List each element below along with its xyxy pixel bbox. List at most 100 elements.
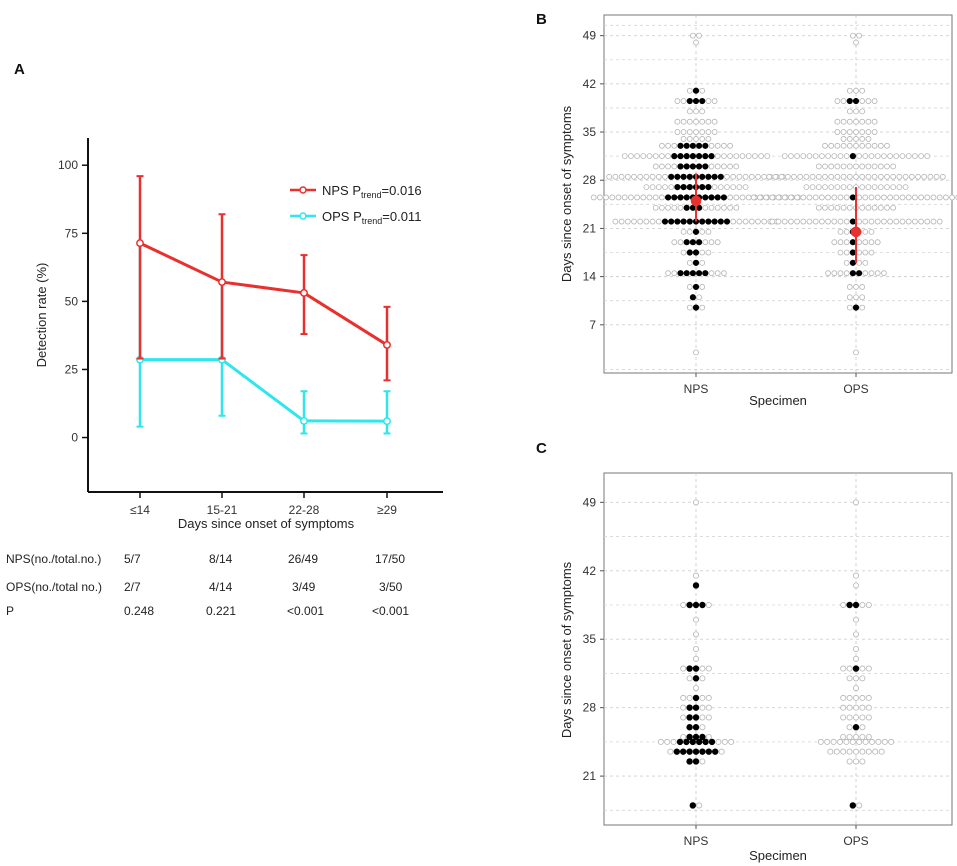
nps-dot-negative: [686, 108, 693, 115]
nps-dot-negative: [637, 173, 644, 180]
ops-dot-negative: [884, 142, 890, 149]
nps-dot-negative: [761, 218, 768, 225]
ops-dot-negative: [856, 738, 863, 745]
ops-dot-negative: [834, 98, 841, 104]
ops-dot-negative: [800, 194, 807, 201]
nps-dot-positive: [695, 153, 703, 160]
ops-dot-negative: [859, 163, 866, 170]
ops-dot-negative: [853, 136, 859, 142]
nps-dot-negative: [727, 153, 733, 160]
ops-dot-negative: [859, 108, 866, 115]
nps-dot-positive: [695, 270, 703, 277]
nps-dot-negative: [733, 153, 740, 160]
ops-dot-negative: [831, 218, 838, 225]
nps-dot-negative: [699, 108, 706, 115]
nps-dot-positive: [686, 184, 693, 191]
nps-dot-positive: [702, 153, 709, 160]
ops-dot-negative: [859, 602, 866, 609]
ops-dot-negative: [843, 270, 850, 277]
panel-b-frame: [603, 14, 953, 374]
ops-dot-negative: [853, 748, 860, 755]
ops-dot-negative: [825, 153, 831, 160]
nps-dot-negative: [628, 153, 634, 160]
nps-dot-negative: [665, 153, 671, 160]
nps-dot-negative: [705, 714, 712, 721]
nps-dot-negative: [733, 194, 740, 201]
ops-dot-negative: [794, 194, 800, 201]
nps-dot-negative: [680, 228, 687, 235]
nps-dot-positive: [692, 758, 700, 765]
nps-dot-negative: [714, 204, 721, 211]
nps-dot-negative: [733, 204, 740, 211]
ops-dot-negative: [865, 704, 872, 711]
nps-dot-negative: [730, 184, 737, 191]
nps-dot-positive: [683, 270, 690, 277]
nps-dot-negative: [680, 136, 687, 142]
ops-dot-positive: [852, 601, 860, 609]
ops-dot-negative: [868, 249, 875, 256]
nps-dot-negative: [708, 142, 715, 149]
nps-dot-negative: [674, 98, 681, 104]
ops-dot-negative: [834, 184, 841, 191]
panel-a-table: NPS(no./total.no.) 5/7 8/14 26/49 17/50 …: [0, 552, 540, 642]
ops-dot-negative: [896, 173, 903, 180]
nps-dot-positive: [692, 228, 700, 235]
nps-dot-negative: [718, 748, 725, 755]
ops-dot-negative: [803, 173, 810, 180]
ops-dot-negative: [825, 218, 831, 225]
panel-c-frame: [603, 472, 953, 826]
nps-dot-positive: [680, 184, 687, 191]
ops-dot-negative: [871, 173, 878, 180]
ops-dot-negative: [918, 153, 924, 160]
nps-dot-positive: [692, 87, 700, 94]
ops-dot-negative: [871, 204, 878, 211]
nps-dot-positive: [692, 304, 700, 311]
ops-dot-negative: [846, 704, 853, 711]
ops-dot-negative: [853, 142, 859, 149]
ops-dot-negative: [846, 163, 853, 170]
nps-dot-positive: [683, 239, 690, 246]
nps-dot-negative: [643, 218, 650, 225]
ops-dot-negative: [850, 32, 856, 39]
nps-dot-positive: [674, 184, 681, 191]
ops-dot-negative: [853, 734, 860, 741]
nps-dot-negative: [724, 184, 730, 191]
nps-dot-positive: [677, 142, 684, 149]
nps-dot-positive: [689, 738, 696, 746]
legend-nps-marker: [299, 186, 307, 194]
ops-dot-negative: [840, 184, 847, 191]
ops-dot-negative: [853, 499, 860, 506]
nps-dot-negative: [705, 98, 712, 104]
nps-dot-negative: [727, 204, 733, 211]
nps-dot-negative: [643, 173, 650, 180]
nps-dot-negative: [631, 218, 637, 225]
ops-dot-negative: [828, 184, 835, 191]
ops-dot-negative: [871, 142, 878, 149]
nps-dot-negative: [659, 142, 665, 149]
ops-dot-negative: [840, 136, 847, 142]
x-tick-label: OPS: [843, 834, 868, 848]
nps-dot-negative: [671, 204, 678, 211]
nps-dot-negative: [699, 758, 706, 765]
ops-dot-negative: [840, 602, 847, 609]
nps-dot-negative: [705, 734, 712, 741]
ops-dot-negative: [822, 184, 828, 191]
y-tick-label: 49: [583, 29, 597, 43]
ops-dot-negative: [822, 142, 828, 149]
nps-dot-negative: [662, 173, 668, 180]
ops-dot-negative: [912, 218, 918, 225]
nps-dot-positive: [692, 694, 700, 702]
nps-dot-negative: [671, 142, 678, 149]
nps-series-line: [303, 291, 388, 347]
nps-dot-positive: [699, 601, 706, 609]
table-row-label-nps: NPS(no./total.no.): [6, 552, 102, 566]
nps-dot-negative: [652, 163, 659, 170]
ops-dot-negative: [859, 714, 866, 721]
nps-dot-positive: [677, 153, 684, 160]
ops-dot-negative: [853, 704, 860, 711]
nps-dot-negative: [659, 153, 665, 160]
ops-dot-negative: [871, 118, 878, 125]
ops-dot-negative: [846, 665, 853, 672]
nps-dot-negative: [655, 173, 662, 180]
nps-series-line: [221, 280, 305, 295]
